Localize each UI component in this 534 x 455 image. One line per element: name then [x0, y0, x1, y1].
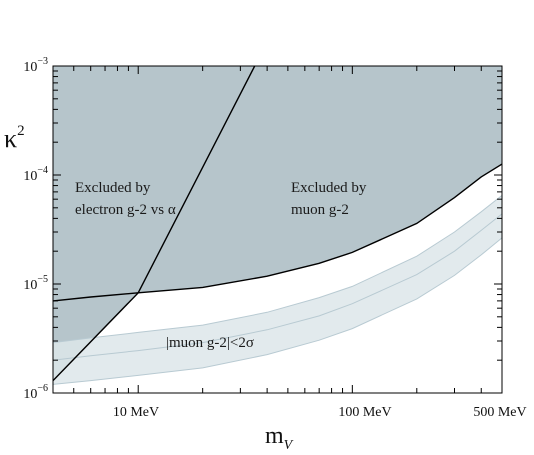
x-tick-label-100mev: 100 MeV: [338, 405, 391, 420]
electron-g2-excluded-region: [53, 66, 255, 393]
band-lower-edge: [53, 237, 502, 385]
x-tick-label-10mev: 10 MeV: [113, 405, 159, 420]
y-axis-title: κ2: [4, 123, 25, 153]
y-tick-label-1e-3: 10−3: [23, 56, 48, 75]
band-label: |muon g-2|<2σ: [166, 335, 254, 351]
y-tick-label-1e-4: 10−4: [23, 165, 48, 184]
electron-g2-boundary-line: [53, 66, 256, 382]
muon-g2-boundary-line: [53, 163, 502, 302]
muon-g2-2sigma-band: [53, 195, 502, 385]
band-center-line: [53, 213, 502, 361]
axis-ticks: [52, 66, 503, 394]
x-tick-label-500mev: 500 MeV: [473, 405, 526, 420]
y-tick-label-1e-6: 10−6: [23, 383, 48, 402]
plot-frame: [52, 65, 503, 394]
electron-exclusion-label: Excluded by electron g-2 vs α: [75, 180, 176, 218]
band-upper-edge: [53, 195, 502, 344]
y-tick-label-1e-5: 10−5: [23, 274, 48, 293]
x-axis-title: mV: [265, 423, 294, 453]
muon-exclusion-label: Excluded by muon g-2: [291, 180, 370, 218]
